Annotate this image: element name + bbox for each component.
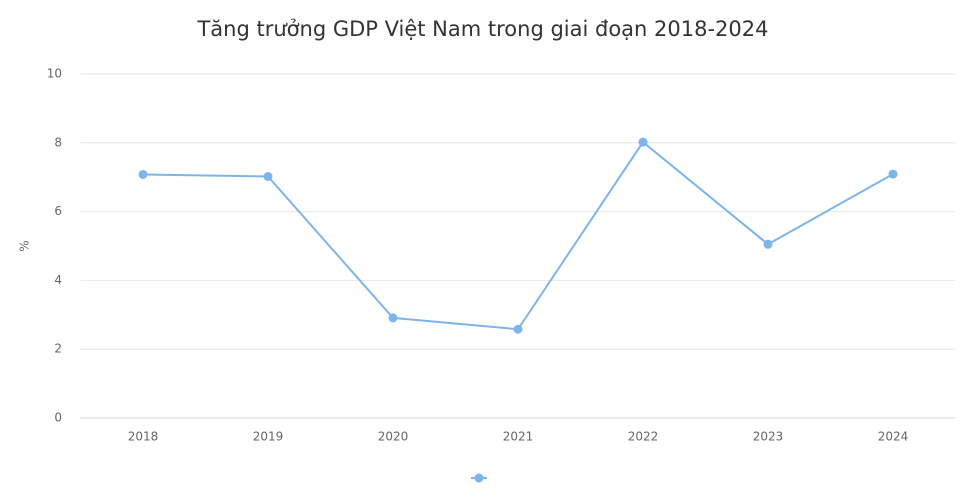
series-line <box>142 140 894 331</box>
x-tick-label: 2021 <box>503 430 534 444</box>
data-point <box>763 239 773 249</box>
data-point <box>513 324 523 334</box>
x-tick-label: 2020 <box>378 430 409 444</box>
x-tick-label: 2019 <box>253 430 284 444</box>
x-tick-label: 2024 <box>878 430 909 444</box>
y-tick-label: 8 <box>54 135 62 149</box>
x-tick-label: 2023 <box>753 430 784 444</box>
y-tick-label: 0 <box>54 411 62 425</box>
data-point <box>388 313 398 323</box>
y-axis-title: % <box>18 240 32 251</box>
y-tick-label: 4 <box>54 273 62 287</box>
y-tick-label: 6 <box>54 204 62 218</box>
legend-symbol <box>474 473 484 483</box>
data-point <box>138 169 148 179</box>
x-tick-label: 2018 <box>128 430 159 444</box>
data-point <box>263 172 273 182</box>
data-point <box>888 169 898 179</box>
data-point <box>638 137 648 147</box>
x-tick-label: 2022 <box>628 430 659 444</box>
y-tick-label: 10 <box>47 67 62 81</box>
chart-title: Tăng trưởng GDP Việt Nam trong giai đoạn… <box>196 17 768 41</box>
y-tick-label: 2 <box>54 342 62 356</box>
